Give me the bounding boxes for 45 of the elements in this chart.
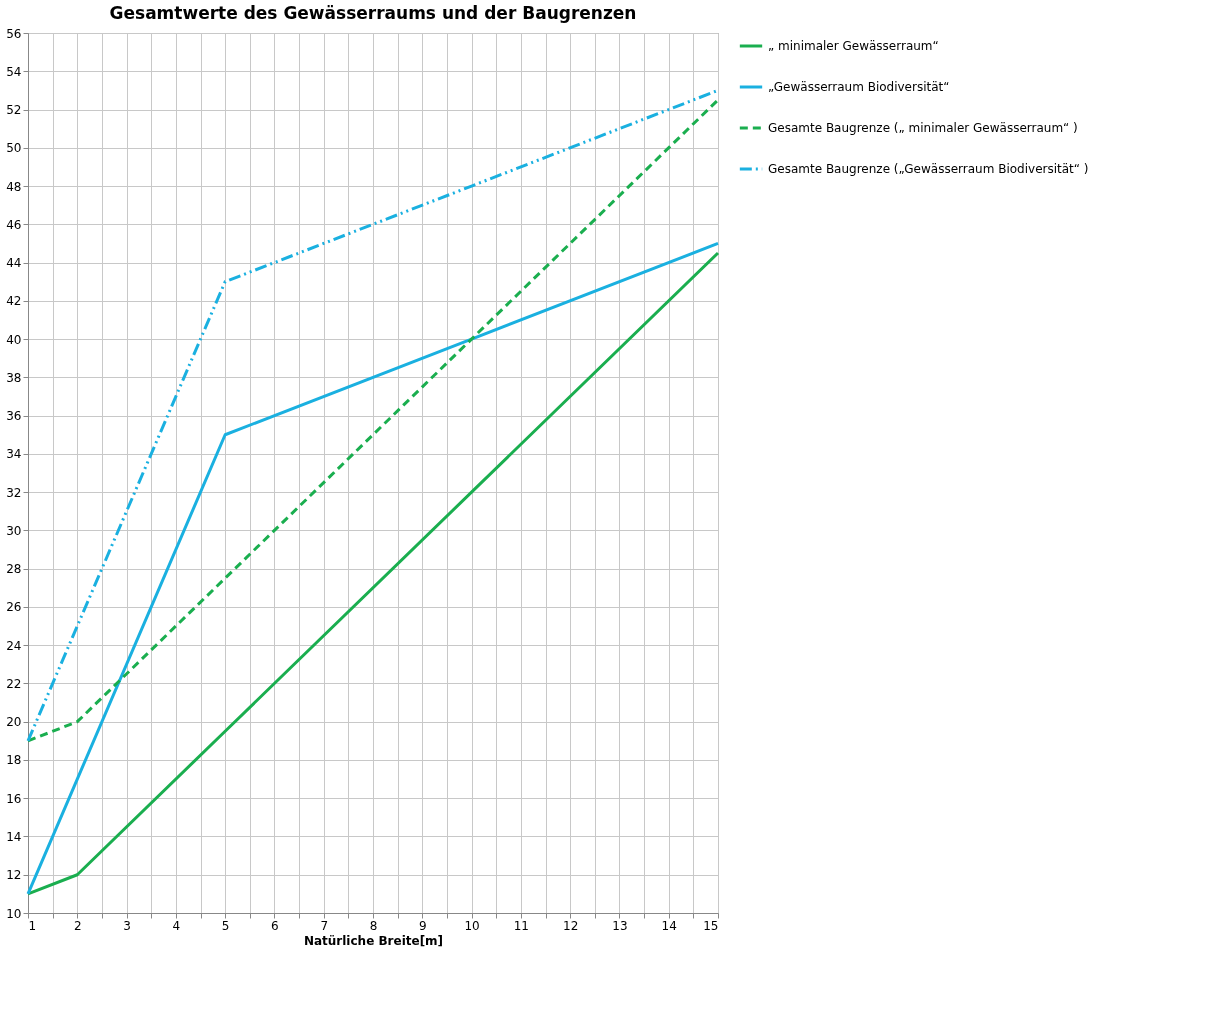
y-tick-label: 56 xyxy=(6,26,22,41)
x-tick-label: 6 xyxy=(271,918,279,933)
y-tick-label: 44 xyxy=(6,256,22,271)
y-tick-label: 34 xyxy=(6,447,22,462)
y-tick-label: 18 xyxy=(6,753,22,768)
y-tick-label: 42 xyxy=(6,294,22,309)
x-tick-label: 9 xyxy=(418,918,427,933)
x-tick-label: 4 xyxy=(172,918,181,933)
y-tick-label: 14 xyxy=(6,829,22,844)
y-tick-label: 46 xyxy=(6,217,22,232)
legend-label: „ minimaler Gewässerraum“ xyxy=(768,39,939,53)
y-tick-label: 12 xyxy=(6,868,22,883)
legend-label: Gesamte Baugrenze („Gewässerraum Biodiversität“ ) xyxy=(768,162,1089,176)
y-tick-label: 36 xyxy=(6,409,22,424)
x-tick-label: 7 xyxy=(320,918,329,933)
y-tick-label: 50 xyxy=(6,141,22,156)
x-tick-label: 10 xyxy=(464,918,480,933)
y-tick-label: 24 xyxy=(6,638,22,653)
x-tick-label: 1 xyxy=(28,918,37,933)
y-tick-label: 40 xyxy=(6,332,22,347)
y-tick-label: 16 xyxy=(6,791,22,806)
y-tick-label: 48 xyxy=(6,179,22,194)
x-tick-label: 5 xyxy=(221,918,230,933)
y-tick-label: 32 xyxy=(6,485,22,500)
x-axis-title: Natürliche Breite[m] xyxy=(303,933,444,948)
x-tick-label: 15 xyxy=(703,918,719,933)
legend-label: Gesamte Baugrenze („ minimaler Gewässerraum“ ) xyxy=(768,121,1078,135)
y-tick-label: 54 xyxy=(6,64,22,79)
x-tick-label: 8 xyxy=(369,918,378,933)
x-tick-label: 11 xyxy=(513,918,529,933)
y-tick-label: 38 xyxy=(6,370,22,385)
y-tick-label: 28 xyxy=(6,562,22,577)
y-tick-label: 30 xyxy=(6,523,22,538)
y-tick-label: 26 xyxy=(6,600,22,615)
chart-title: Gesamtwerte des Gewässerraums und der Baugrenzen xyxy=(109,3,637,23)
x-tick-label: 13 xyxy=(612,918,628,933)
y-tick-label: 52 xyxy=(6,103,22,118)
x-tick-label: 2 xyxy=(73,918,82,933)
y-tick-label: 10 xyxy=(6,906,22,921)
x-tick-label: 12 xyxy=(563,918,579,933)
y-tick-label: 22 xyxy=(6,676,22,691)
x-tick-label: 14 xyxy=(661,918,677,933)
legend-label: „Gewässerraum Biodiversität“ xyxy=(768,80,950,94)
y-tick-label: 20 xyxy=(6,715,22,730)
x-tick-label: 3 xyxy=(123,918,131,933)
